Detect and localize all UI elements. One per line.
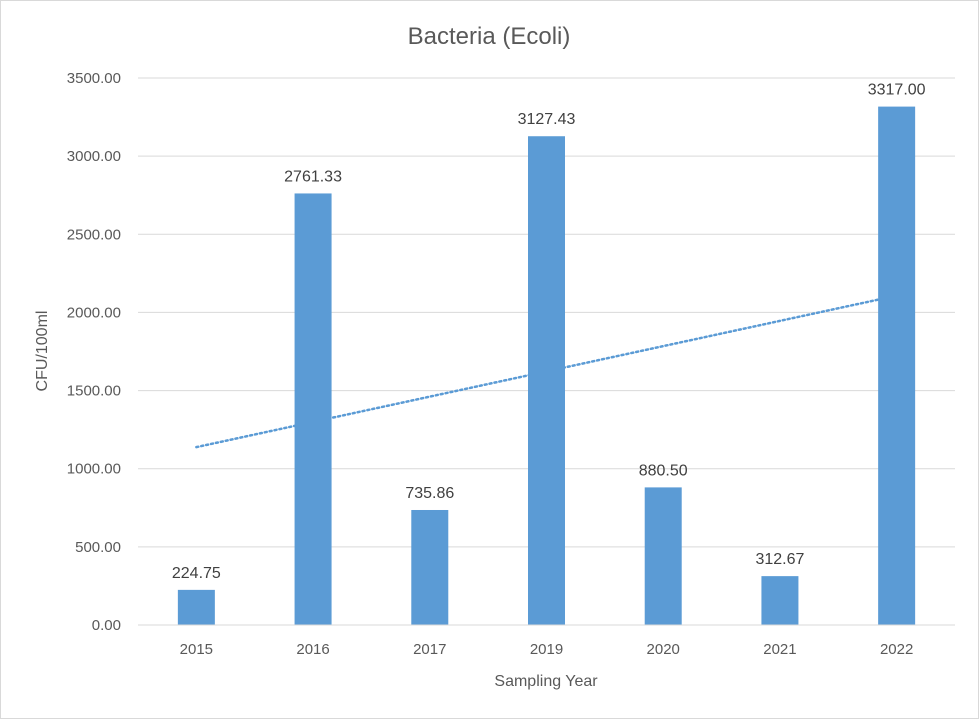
bar-2019 (528, 136, 565, 626)
y-tick-label: 1500.00 (67, 383, 121, 400)
data-label-2015: 224.75 (172, 565, 221, 582)
data-label-2022: 3317.00 (868, 82, 926, 99)
data-label-2020: 880.50 (639, 462, 688, 479)
x-tick-label: 2022 (880, 641, 913, 658)
data-label-2017: 735.86 (405, 485, 454, 502)
x-tick-label: 2016 (296, 641, 329, 658)
y-tick-label: 2500.00 (67, 226, 121, 243)
bar-2022 (878, 106, 916, 626)
data-label-2021: 312.67 (755, 551, 804, 568)
data-label-2019: 3127.43 (518, 111, 576, 128)
bar-2021 (761, 576, 799, 625)
bar-2020 (644, 487, 682, 625)
y-tick-label: 2000.00 (67, 304, 121, 321)
y-tick-label: 3000.00 (67, 148, 121, 165)
data-label-2016: 2761.33 (284, 168, 342, 185)
chart-title: Bacteria (Ecoli) (408, 23, 571, 50)
bars (177, 106, 916, 626)
x-tick-label: 2019 (530, 641, 563, 658)
bar-2015 (177, 589, 215, 625)
bar-2016 (294, 193, 332, 625)
y-tick-label: 3500.00 (67, 70, 121, 87)
y-tick-label: 0.00 (92, 617, 121, 634)
x-tick-label: 2020 (647, 641, 680, 658)
x-axis-title: Sampling Year (494, 673, 598, 690)
bar-2017 (411, 509, 449, 625)
y-tick-label: 500.00 (75, 539, 121, 556)
data-labels: 224.75 2761.33 735.86 3127.43 880.50 312.67 33… (172, 82, 926, 582)
axes: 0.00 500.00 1000.00 1500.00 2000.00 2500.00 30… (67, 70, 955, 658)
x-tick-label: 2017 (413, 641, 446, 658)
y-tick-label: 1000.00 (67, 461, 121, 478)
y-axis-title: CFU/100ml (34, 311, 51, 392)
x-tick-label: 2015 (180, 641, 213, 658)
x-tick-label: 2021 (763, 641, 796, 658)
